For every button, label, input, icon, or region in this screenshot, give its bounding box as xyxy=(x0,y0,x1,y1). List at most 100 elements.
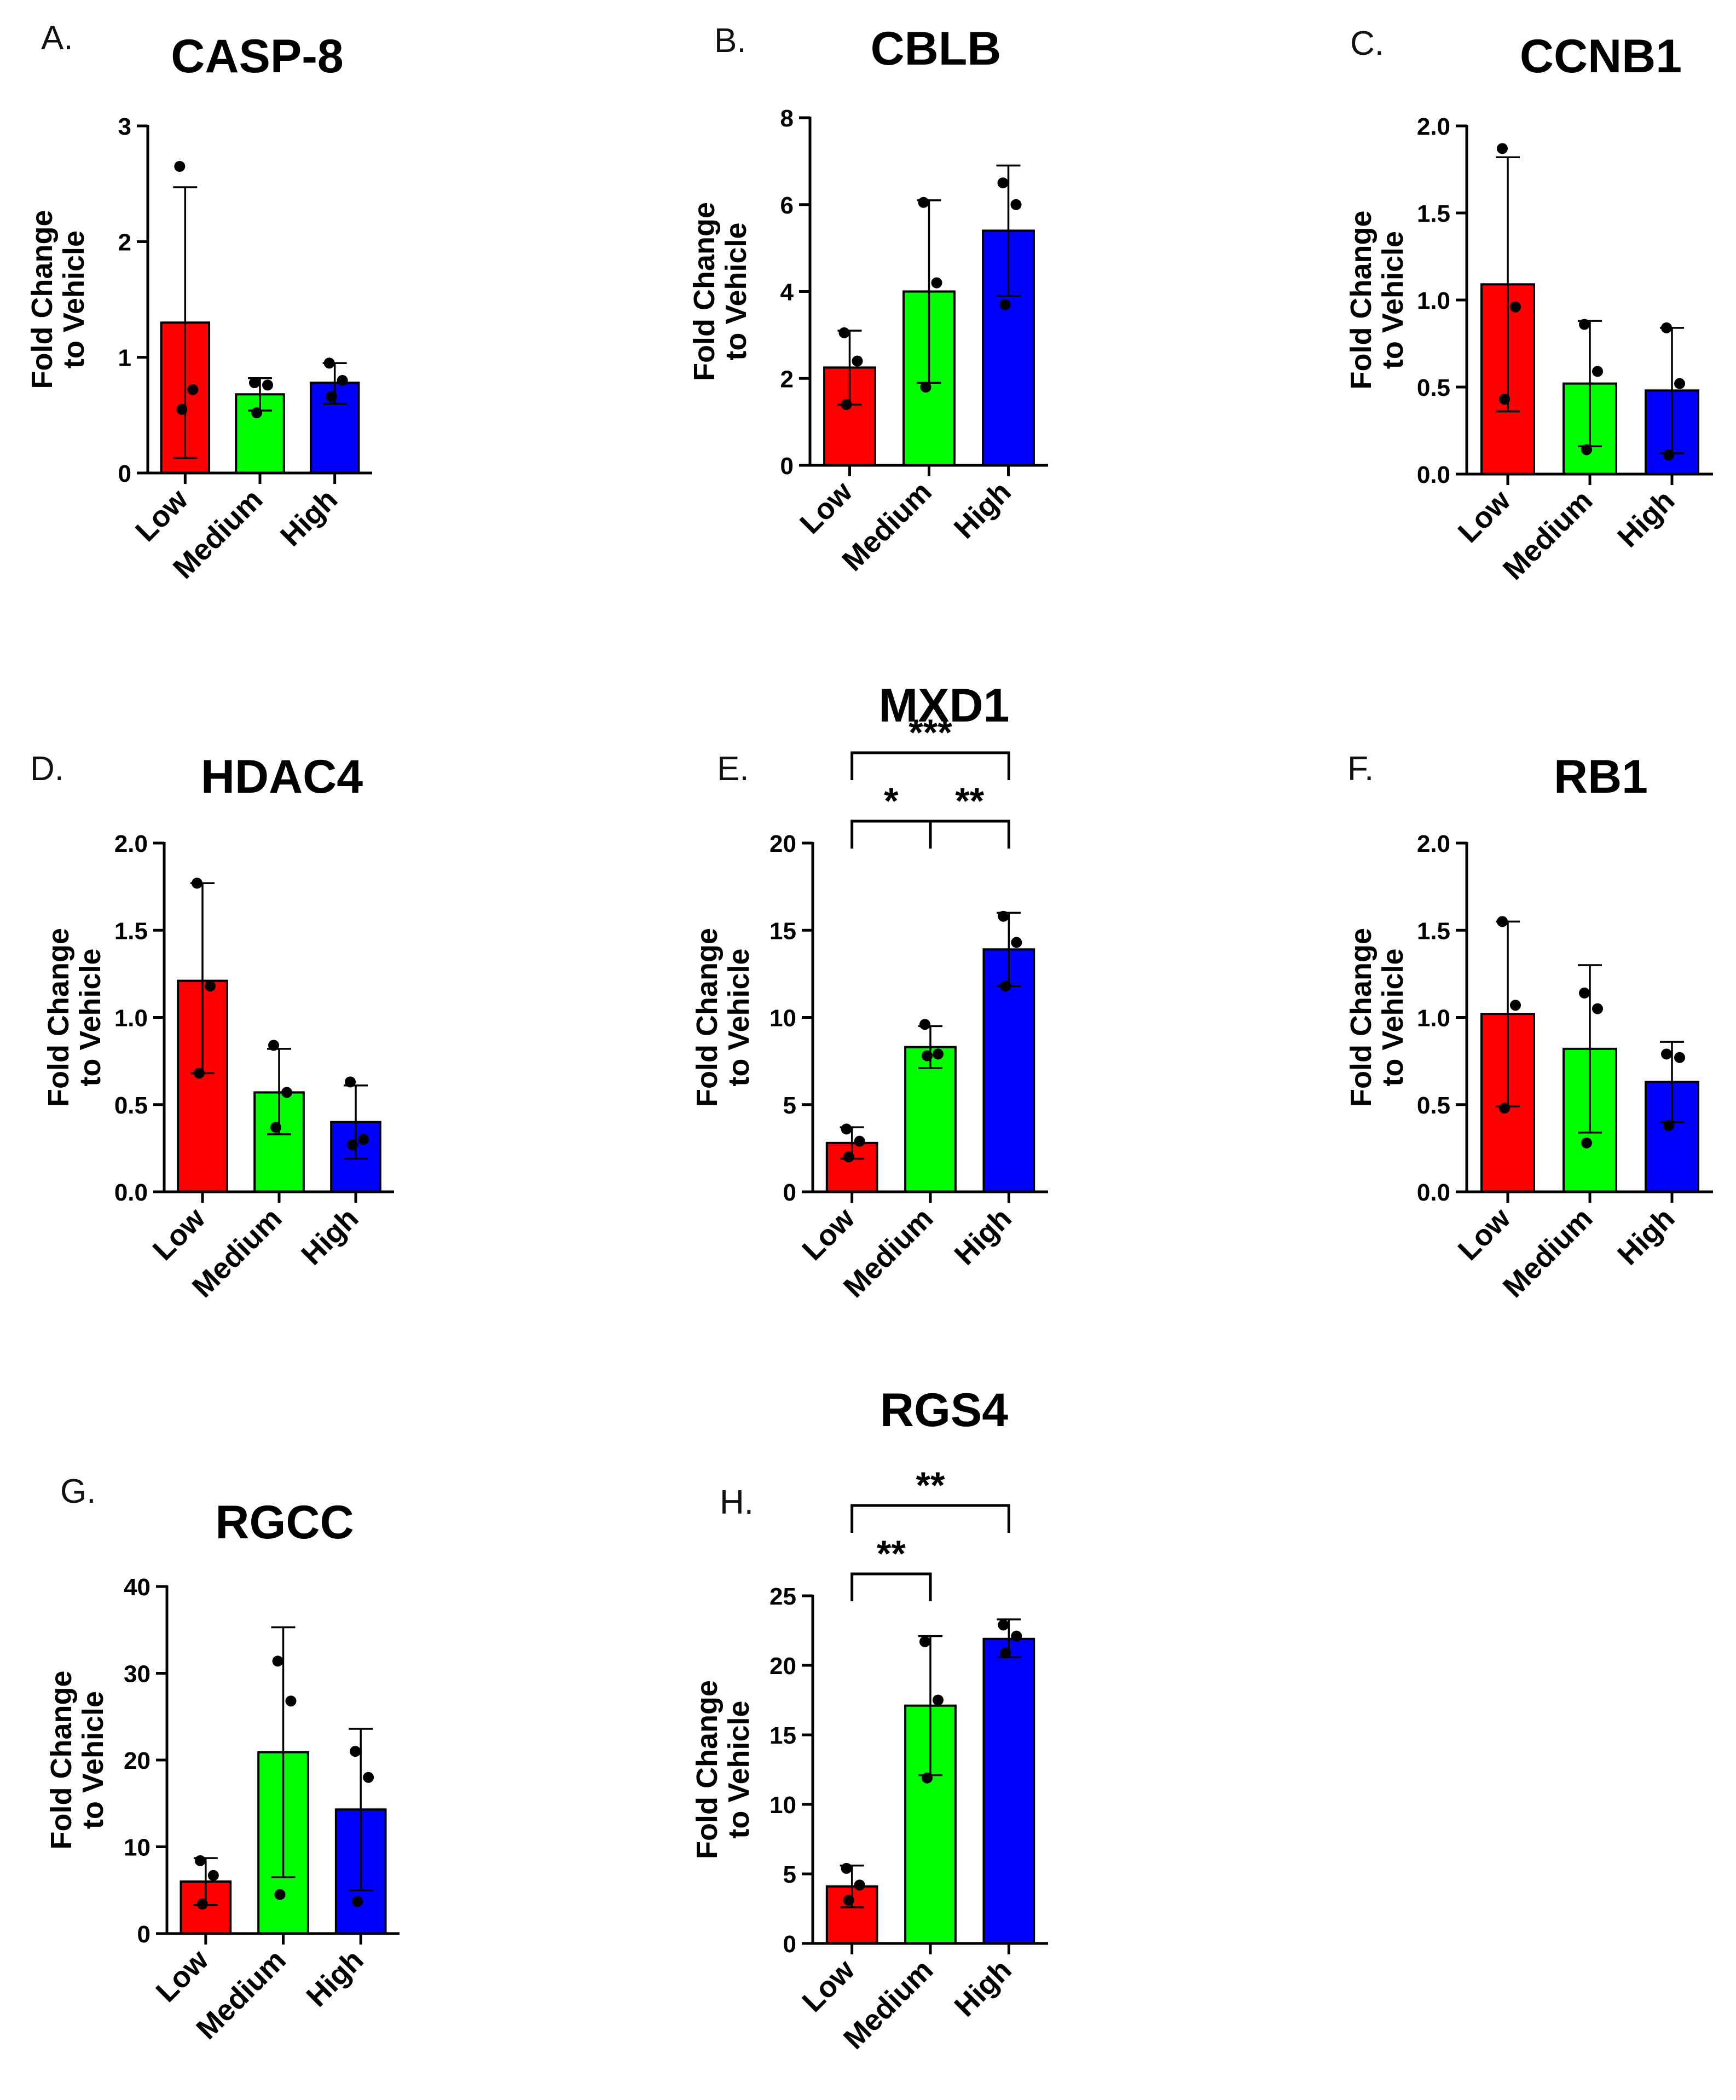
y-axis-label: to Vehicle xyxy=(722,1700,755,1838)
y-tick-label: 0 xyxy=(783,1179,796,1206)
y-tick-label: 2 xyxy=(780,366,794,393)
data-point xyxy=(1663,1120,1674,1131)
data-point xyxy=(323,357,335,369)
data-point xyxy=(249,377,260,389)
data-point xyxy=(843,1895,854,1906)
y-tick-label: 0 xyxy=(783,1931,796,1958)
data-point xyxy=(205,980,216,992)
y-tick-label: 6 xyxy=(780,192,794,219)
y-tick-label: 1.0 xyxy=(114,1005,148,1032)
data-point xyxy=(337,374,348,386)
significance-bracket xyxy=(929,820,1010,849)
panel-label: F. xyxy=(1347,750,1374,788)
y-axis-label: Fold Change xyxy=(45,1671,78,1850)
data-point xyxy=(1499,394,1510,405)
y-axis-label: Fold Change xyxy=(691,928,724,1107)
panel-label: G. xyxy=(60,1473,96,1510)
y-axis-label: Fold Change xyxy=(42,928,75,1107)
x-tick-label: Medium xyxy=(1497,1202,1599,1304)
x-tick-label: High xyxy=(295,1202,364,1271)
data-point xyxy=(998,1619,1009,1631)
data-point xyxy=(196,1899,208,1910)
data-point xyxy=(933,1048,944,1060)
y-axis-label: to Vehicle xyxy=(77,1691,109,1829)
y-tick-label: 10 xyxy=(769,1005,796,1032)
x-tick-label: Low xyxy=(1452,1201,1517,1266)
y-axis-label: Fold Change xyxy=(691,1680,724,1859)
data-point xyxy=(285,1695,297,1707)
data-point xyxy=(1674,1052,1685,1063)
x-tick-label: High xyxy=(274,483,344,552)
y-tick-label: 5 xyxy=(783,1861,796,1888)
data-point xyxy=(1592,1003,1603,1014)
x-tick-label: Low xyxy=(796,1953,861,2018)
data-point xyxy=(1510,301,1521,313)
x-tick-label: Medium xyxy=(836,475,938,578)
data-point xyxy=(1592,366,1603,377)
y-tick-label: 2 xyxy=(118,229,131,256)
y-tick-label: 15 xyxy=(769,918,796,944)
significance-bracket xyxy=(850,751,1010,780)
data-point xyxy=(272,1655,283,1667)
data-point xyxy=(270,1122,281,1133)
data-point xyxy=(1510,1000,1521,1011)
y-axis-label: to Vehicle xyxy=(1376,948,1409,1086)
data-point xyxy=(1011,1630,1022,1642)
y-tick-label: 2.0 xyxy=(114,830,148,857)
chart-title: RGCC xyxy=(215,1496,354,1549)
data-point xyxy=(1581,444,1592,455)
chart-title: CASP-8 xyxy=(171,30,343,83)
data-point xyxy=(251,407,262,419)
y-tick-label: 1.5 xyxy=(1417,918,1450,944)
x-tick-label: High xyxy=(948,475,1017,545)
data-point xyxy=(281,1087,292,1098)
data-point xyxy=(1000,980,1011,992)
data-point xyxy=(1011,937,1022,948)
x-tick-label: High xyxy=(948,1953,1018,2023)
y-tick-label: 0.5 xyxy=(1417,1092,1450,1119)
data-point xyxy=(1000,1647,1011,1659)
y-tick-label: 0.0 xyxy=(1417,461,1450,488)
y-tick-label: 4 xyxy=(780,279,794,306)
bar xyxy=(982,1637,1035,1945)
y-axis-label: Fold Change xyxy=(26,210,59,389)
y-tick-label: 25 xyxy=(769,1583,796,1610)
x-tick-label: High xyxy=(300,1943,369,2013)
data-point xyxy=(1010,199,1022,210)
significance-label: * xyxy=(884,780,899,822)
y-tick-label: 0.5 xyxy=(114,1092,148,1119)
y-tick-label: 20 xyxy=(769,830,796,857)
data-point xyxy=(919,1019,930,1030)
data-point xyxy=(194,1068,205,1079)
data-point xyxy=(347,1139,358,1151)
y-tick-label: 1.0 xyxy=(1417,287,1450,314)
y-axis-label: to Vehicle xyxy=(1376,231,1409,369)
x-tick-label: Low xyxy=(129,482,194,547)
data-point xyxy=(1663,449,1674,461)
significance-bracket xyxy=(850,1572,932,1601)
y-tick-label: 10 xyxy=(124,1834,151,1861)
y-tick-label: 20 xyxy=(769,1653,796,1680)
y-tick-label: 0 xyxy=(780,453,794,480)
chart-title: CCNB1 xyxy=(1520,30,1682,83)
x-tick-label: High xyxy=(948,1202,1018,1271)
x-tick-label: Low xyxy=(147,1201,212,1266)
x-tick-label: Medium xyxy=(1497,484,1599,586)
y-tick-label: 5 xyxy=(783,1092,796,1119)
data-point xyxy=(922,1050,933,1061)
y-tick-label: 2.0 xyxy=(1417,113,1450,140)
chart-title: MXD1 xyxy=(879,679,1010,732)
data-point xyxy=(274,1889,286,1900)
panel-label: H. xyxy=(720,1484,754,1521)
data-point xyxy=(838,327,850,338)
y-tick-label: 40 xyxy=(124,1574,151,1601)
data-point xyxy=(1579,987,1590,999)
data-point xyxy=(352,1896,363,1907)
data-point xyxy=(841,399,852,410)
y-tick-label: 1.5 xyxy=(1417,200,1450,227)
y-tick-label: 3 xyxy=(118,113,131,140)
